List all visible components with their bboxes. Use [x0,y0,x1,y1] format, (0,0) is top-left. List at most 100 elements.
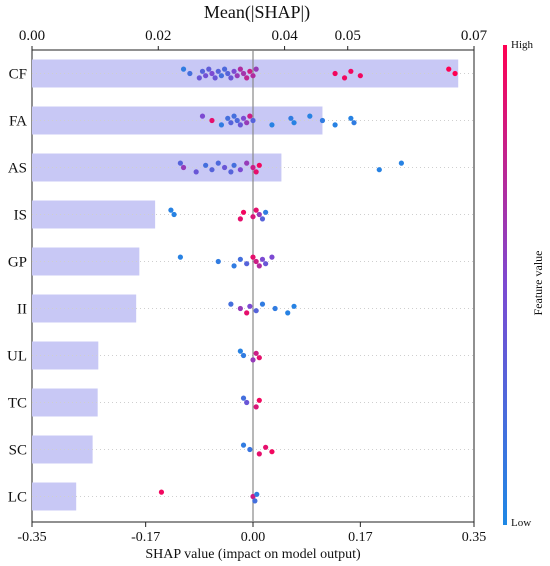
shap-point [203,73,209,79]
shap-point [252,498,258,504]
shap-point [269,122,275,128]
top-tick-label: 0.04 [271,28,298,44]
shap-point [203,162,209,168]
shap-point [237,305,243,312]
bar-fa [32,106,323,135]
shap-point [225,115,231,121]
shap-point [256,397,262,403]
shap-point [250,164,256,171]
shap-point [180,66,187,72]
shap-point [177,160,183,166]
shap-point [272,305,278,312]
shap-point [240,70,247,77]
feature-label-is: IS [14,208,27,224]
shap-point [288,115,294,121]
shap-point [307,113,313,119]
top-axis-title: Mean(|SHAP|) [204,2,310,23]
shap-point [237,348,243,354]
shap-point [234,73,240,79]
shap-point [180,164,187,171]
shap-point [231,162,237,168]
shap-point [187,70,193,77]
bar-ul [32,341,99,370]
shap-point [263,261,269,267]
top-tick-label: 0.00 [19,28,45,44]
shap-point [247,303,253,309]
shap-point [446,66,452,72]
shap-point [256,162,262,168]
shap-point [206,66,212,72]
shap-point [269,449,275,455]
shap-point [250,493,256,500]
shap-point [237,256,243,262]
shap-point [215,160,221,166]
shap-point [256,451,262,457]
shap-point [199,113,206,119]
feature-label-lc: LC [8,490,27,506]
shap-point [250,357,256,363]
shap-point [348,115,354,121]
shap-point [332,122,338,128]
x-axis-label: SHAP value (impact on model output) [145,547,361,562]
feature-label-ul: UL [7,349,27,365]
shap-point [253,66,259,72]
bottom-tick-label: -0.35 [17,530,46,545]
bottom-tick-label: 0.00 [241,530,266,545]
shap-point [319,117,326,124]
shap-point [250,254,256,260]
shap-point [398,160,404,166]
shap-point [212,75,218,81]
shap-point [237,216,243,222]
bar-sc [32,435,93,464]
shap-point [244,399,250,406]
shap-point [240,395,247,401]
top-tick-label: 0.07 [461,28,488,44]
feature-label-cf: CF [9,67,27,83]
shap-point [357,73,363,79]
shap-point [240,352,247,359]
bar-lc [32,482,77,511]
shap-point [254,491,260,497]
shap-point [221,164,228,171]
shap-point [259,216,266,222]
shap-point [263,209,269,215]
shap-point [209,167,215,173]
shap-point [348,68,354,74]
shap-point [253,258,259,265]
feature-label-fa: FA [9,114,27,130]
shap-point [193,169,199,175]
shap-point [259,301,266,307]
shap-point [231,113,237,119]
shap-point [256,355,262,361]
shap-point [228,169,234,175]
shap-point [244,160,250,166]
shap-point [253,404,259,410]
shap-point [240,115,247,121]
feature-label-ii: II [17,302,27,318]
shap-point [250,73,256,79]
shap-point [291,303,297,309]
shap-point [244,75,250,81]
shap-point [244,310,250,316]
shap-point [237,66,243,72]
shap-point [253,308,259,314]
shap-point [215,258,221,265]
shap-point [225,70,231,77]
shap-point [228,301,234,307]
shap-point [168,207,174,213]
shap-point [244,261,250,267]
shap-point [158,489,165,495]
shap-point [259,256,266,262]
shap-point [253,207,259,213]
shap-point [250,214,256,220]
feature-label-gp: GP [8,255,27,271]
bottom-tick-label: 0.17 [348,530,373,545]
shap-point [291,120,297,126]
shap-point [237,122,243,128]
shap-point [209,70,215,77]
shap-point [237,167,243,173]
feature-label-as: AS [8,161,27,177]
shap-point [285,310,291,316]
shap-point [199,68,206,74]
